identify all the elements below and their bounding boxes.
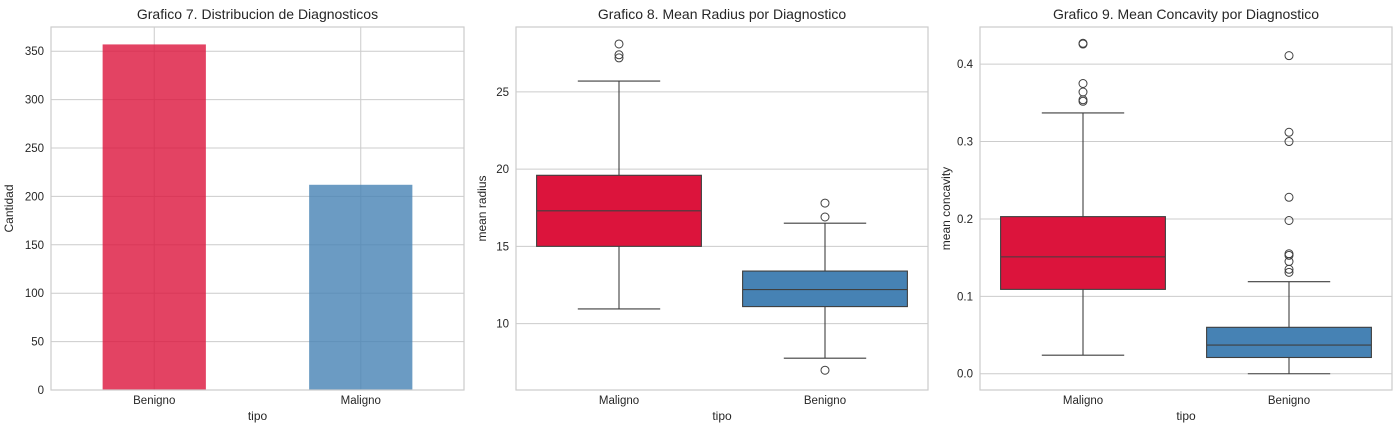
axes-frame <box>979 26 1393 391</box>
y-tick-label: 0.3 <box>957 137 973 149</box>
x-tick-label: Benigno <box>133 395 175 407</box>
chart-3: 0.0 0.1 0.2 0.3 0.4 Maligno Benigno tipo mean co… <box>939 6 1393 423</box>
outlier-point <box>820 198 830 208</box>
x-tick-label: Benigno <box>804 395 846 407</box>
outlier-point <box>614 50 624 60</box>
y-axis-label: mean radius <box>475 175 489 241</box>
y-tick-label: 150 <box>25 240 44 252</box>
x-axis-label: tipo <box>712 409 732 423</box>
y-tick-label: 0.2 <box>957 214 973 226</box>
outlier-point <box>1078 79 1088 89</box>
y-tick-label: 350 <box>25 46 44 58</box>
y-tick-label: 0.0 <box>957 369 973 381</box>
outlier-point <box>1078 38 1088 48</box>
y-tick-label: 200 <box>25 191 44 203</box>
x-tick-label: Maligno <box>1063 395 1103 407</box>
outlier-point <box>820 212 830 222</box>
box-benigno <box>742 198 908 375</box>
box-benigno <box>1206 51 1372 375</box>
outlier-point <box>1284 215 1294 225</box>
bar-maligno <box>309 184 413 390</box>
box-iqr <box>742 270 908 308</box>
outlier-point <box>1284 249 1294 259</box>
y-tick-label: 15 <box>496 241 509 253</box>
y-tick-label: 50 <box>31 337 44 349</box>
x-axis-label: tipo <box>1176 409 1196 423</box>
outlier-point <box>1078 87 1088 97</box>
box-iqr <box>1000 216 1166 290</box>
y-tick-label: 25 <box>496 87 509 99</box>
outlier-point <box>1284 127 1294 137</box>
box-maligno <box>536 39 702 310</box>
axes-frame <box>515 26 929 391</box>
bar-benigno <box>102 44 206 390</box>
axes-frame <box>50 26 465 391</box>
box-maligno <box>1000 38 1166 356</box>
outlier-point <box>1284 51 1294 61</box>
chart-1: 0 50 100 150 200 250 300 350 Benigno Maligno tipo C… <box>2 6 465 423</box>
y-tick-label: 100 <box>25 288 44 300</box>
outlier-point <box>614 53 624 63</box>
y-tick-label: 20 <box>496 164 509 176</box>
y-axis-label: Cantidad <box>2 184 16 232</box>
y-tick-label: 300 <box>25 95 44 107</box>
x-tick-label: Maligno <box>341 395 381 407</box>
y-tick-label: 0.4 <box>957 59 974 71</box>
outlier-point <box>820 365 830 375</box>
box-iqr <box>1206 326 1372 359</box>
chart-title: Grafico 9. Mean Concavity por Diagnostic… <box>1053 6 1319 22</box>
x-axis-label: tipo <box>248 409 268 423</box>
outlier-point <box>614 39 624 49</box>
y-tick-label: 0.1 <box>957 291 973 303</box>
outlier-point <box>1284 267 1294 277</box>
chart-title: Grafico 8. Mean Radius por Diagnostico <box>598 6 846 22</box>
chart-title: Grafico 7. Distribucion de Diagnosticos <box>137 6 378 22</box>
y-tick-label: 250 <box>25 143 44 155</box>
chart-2: 10 15 20 25 Maligno Benigno tipo mean radius Gra… <box>475 6 929 423</box>
y-axis-label: mean concavity <box>939 167 953 250</box>
y-tick-label: 10 <box>496 319 509 331</box>
y-tick-label: 0 <box>38 385 44 397</box>
x-tick-label: Benigno <box>1268 395 1310 407</box>
outlier-point <box>1284 192 1294 202</box>
outlier-point <box>1284 137 1294 147</box>
x-tick-label: Maligno <box>599 395 639 407</box>
